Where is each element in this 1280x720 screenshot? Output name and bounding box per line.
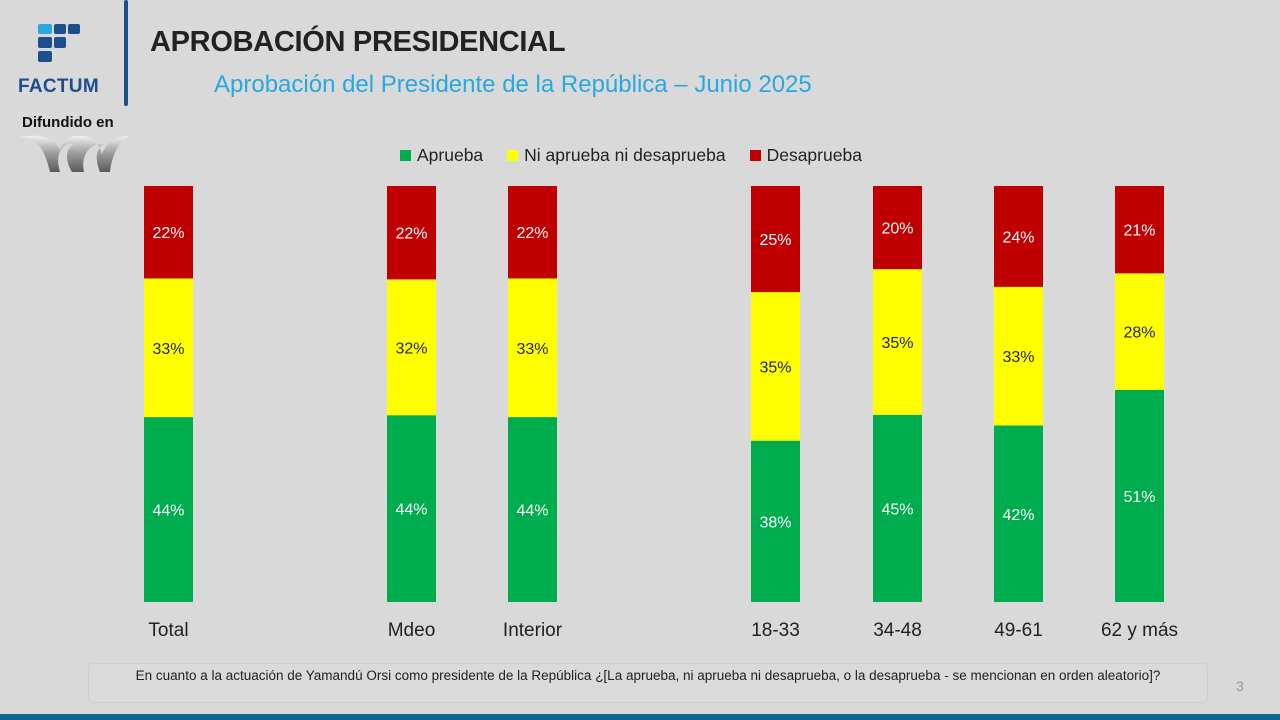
bar-segment-desaprueba xyxy=(508,186,557,279)
legend-swatch xyxy=(749,150,761,161)
data-label: 44% xyxy=(395,502,427,519)
bar-segment-ni-aprueba-ni-desaprueba xyxy=(994,286,1043,426)
data-label: 33% xyxy=(516,341,548,358)
data-label: 28% xyxy=(1123,325,1155,342)
bar-segment-aprueba xyxy=(873,414,922,602)
legend-item-aprueba: Aprueba xyxy=(400,145,483,166)
bar-segment-aprueba xyxy=(1115,389,1164,602)
data-label: 22% xyxy=(395,226,427,243)
legend-item-ni: Ni aprueba ni desaprueba xyxy=(507,145,726,166)
category-label: Total xyxy=(148,620,188,641)
bar-segment-ni-aprueba-ni-desaprueba xyxy=(873,269,922,415)
data-label: 51% xyxy=(1123,489,1155,506)
bar-segment-desaprueba xyxy=(994,186,1043,287)
category-label: 49-61 xyxy=(994,620,1043,641)
page-number: 3 xyxy=(1236,678,1244,694)
data-label: 20% xyxy=(881,221,913,238)
page-title: APROBACIÓN PRESIDENCIAL xyxy=(150,26,566,58)
category-label: Mdeo xyxy=(388,620,436,641)
bar-segment-desaprueba xyxy=(873,186,922,270)
bar-segment-ni-aprueba-ni-desaprueba xyxy=(751,292,800,441)
data-label: 35% xyxy=(881,335,913,352)
legend-label: Aprueba xyxy=(417,145,484,165)
data-label: 22% xyxy=(516,225,548,242)
category-label: Interior xyxy=(503,620,563,641)
data-label: 22% xyxy=(152,225,184,242)
header-divider xyxy=(124,0,128,106)
logo-square xyxy=(68,24,80,34)
data-label: 24% xyxy=(1002,229,1034,246)
data-label: 35% xyxy=(759,359,791,376)
logo-square xyxy=(38,37,52,48)
bar-segment-aprueba xyxy=(144,417,193,602)
bar-segment-desaprueba xyxy=(1115,186,1164,274)
data-label: 44% xyxy=(516,503,548,520)
legend-swatch xyxy=(507,150,519,161)
data-label: 38% xyxy=(759,514,791,531)
data-label: 25% xyxy=(759,232,791,249)
bar-segment-desaprueba xyxy=(751,186,800,293)
legend-label: Desaprueba xyxy=(766,145,862,165)
logo-square xyxy=(38,51,52,62)
category-label: 18-33 xyxy=(751,620,800,641)
bar-segment-ni-aprueba-ni-desaprueba xyxy=(508,278,557,418)
footer-bar xyxy=(0,714,1280,720)
legend-item-desaprueba: Desaprueba xyxy=(749,145,862,166)
factum-logo xyxy=(38,24,80,62)
bar-segment-ni-aprueba-ni-desaprueba xyxy=(144,278,193,418)
bar-segment-desaprueba xyxy=(387,186,436,280)
logo-square xyxy=(38,24,52,34)
bar-segment-aprueba xyxy=(751,440,800,602)
page-subtitle: Aprobación del Presidente de la Repúblic… xyxy=(214,71,812,98)
legend-swatch xyxy=(400,150,411,161)
data-label: 33% xyxy=(1002,349,1034,366)
data-label: 33% xyxy=(152,341,184,358)
survey-question: En cuanto a la actuación de Yamandú Orsi… xyxy=(88,663,1208,703)
data-label: 44% xyxy=(152,503,184,520)
chart-legend: Aprueba Ni aprueba ni desaprueba Desapru… xyxy=(400,145,886,166)
brand-name: FACTUM xyxy=(18,76,99,97)
logo-square xyxy=(54,24,66,34)
diffused-label: Difundido en xyxy=(22,114,114,131)
category-label: 62 y más xyxy=(1101,620,1178,641)
data-label: 21% xyxy=(1123,223,1155,240)
category-label: 34-48 xyxy=(873,620,922,641)
data-label: 42% xyxy=(1002,507,1034,524)
media-logo-icon xyxy=(16,135,130,172)
logo-square xyxy=(54,37,66,48)
legend-label: Ni aprueba ni desaprueba xyxy=(524,145,726,165)
bar-segment-aprueba xyxy=(994,425,1043,602)
bar-segment-aprueba xyxy=(508,417,557,602)
bar-segment-desaprueba xyxy=(144,186,193,279)
data-label: 45% xyxy=(881,501,913,518)
bar-segment-ni-aprueba-ni-desaprueba xyxy=(1115,273,1164,390)
bar-segment-ni-aprueba-ni-desaprueba xyxy=(387,279,436,416)
bar-segment-aprueba xyxy=(387,415,436,602)
data-label: 32% xyxy=(395,340,427,357)
